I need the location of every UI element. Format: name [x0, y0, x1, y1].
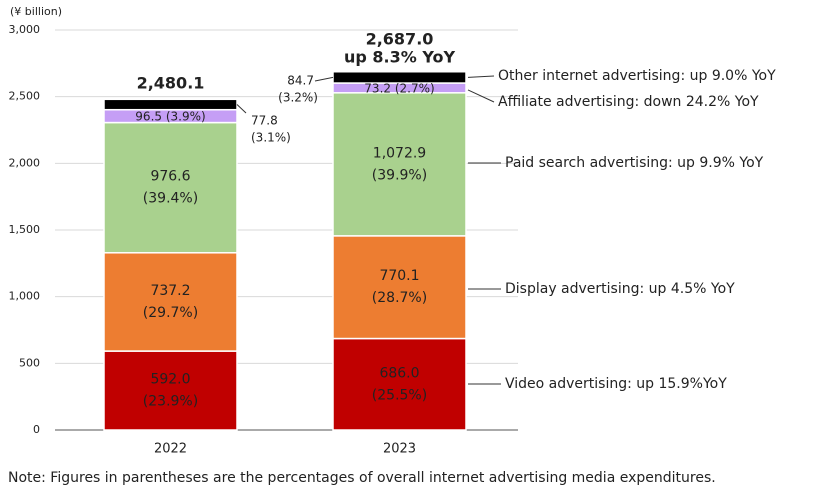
legend-label: Other internet advertising: up 9.0% YoY — [498, 68, 776, 84]
legend-leader-line — [467, 89, 495, 103]
chart-note: Note: Figures in parentheses are the per… — [8, 470, 716, 486]
y-tick-label: 500 — [19, 356, 40, 369]
legend-label: Paid search advertising: up 9.9% YoY — [505, 155, 764, 171]
data-label-other: 77.8 — [251, 114, 278, 128]
data-label: 1,072.9 — [373, 145, 426, 161]
y-tick-label: 0 — [33, 423, 40, 436]
data-label: 976.6 — [150, 169, 190, 185]
y-tick-label: 1,500 — [9, 223, 41, 236]
total-label: 2,687.0 — [366, 30, 434, 49]
bar-segment — [103, 350, 238, 431]
data-label-percent: (39.4%) — [143, 191, 198, 207]
data-label-affiliate: 73.2 (2.7%) — [364, 81, 434, 95]
data-label-percent: (29.7%) — [143, 305, 198, 321]
bar-segment — [103, 252, 238, 352]
data-label-percent: (39.9%) — [372, 167, 427, 183]
bar-segment — [103, 121, 238, 254]
legend-leader-line — [467, 75, 495, 78]
unit-label: (¥ billion) — [10, 5, 62, 18]
bar-segment — [332, 92, 467, 237]
callout-line — [236, 104, 247, 114]
bar-segment — [332, 235, 467, 340]
y-tick-label: 2,000 — [9, 156, 41, 169]
legend-label: Affiliate advertising: down 24.2% YoY — [498, 94, 759, 110]
data-label-percent: (25.5%) — [372, 387, 427, 403]
data-label-percent: (28.7%) — [372, 290, 427, 306]
x-tick-label: 2023 — [383, 442, 416, 457]
legend-label: Video advertising: up 15.9%YoY — [505, 376, 727, 392]
total-label: 2,480.1 — [137, 74, 205, 93]
data-label-percent: (23.9%) — [143, 394, 198, 410]
total-change-label: up 8.3% YoY — [344, 48, 455, 67]
data-label: 686.0 — [379, 365, 419, 381]
callout-line — [314, 76, 334, 82]
data-label-other-percent: (3.1%) — [251, 131, 291, 145]
y-tick-label: 1,000 — [9, 290, 41, 303]
data-label-other: 84.7 — [287, 74, 314, 88]
y-tick-label: 3,000 — [9, 23, 41, 36]
x-tick-label: 2022 — [154, 442, 187, 457]
y-tick-label: 2,500 — [9, 90, 41, 103]
data-label: 770.1 — [379, 268, 419, 284]
bar-segment — [103, 98, 238, 111]
data-label: 592.0 — [150, 372, 190, 388]
data-label-other-percent: (3.2%) — [278, 91, 318, 105]
bar-segment — [332, 337, 467, 431]
legend-label: Display advertising: up 4.5% YoY — [505, 281, 735, 297]
data-label-affiliate: 96.5 (3.9%) — [135, 110, 205, 124]
data-label: 737.2 — [150, 283, 190, 299]
